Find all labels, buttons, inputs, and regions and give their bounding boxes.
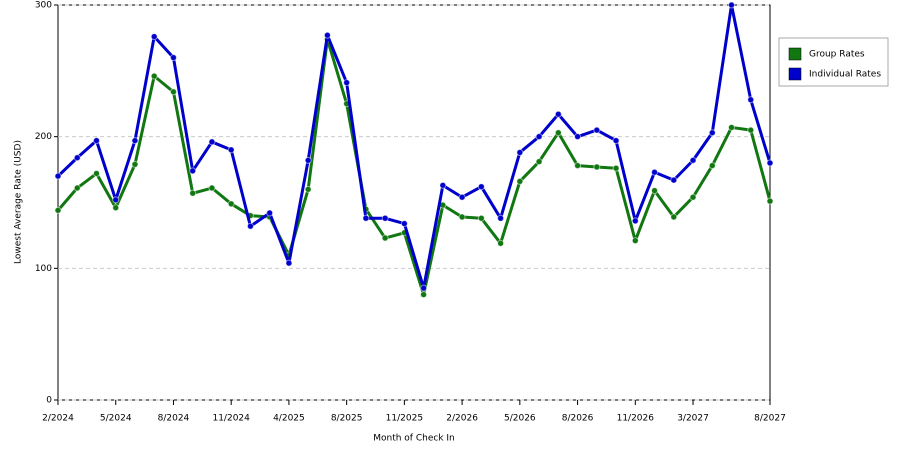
point — [189, 167, 197, 175]
point — [169, 54, 177, 62]
point — [670, 176, 678, 184]
point — [766, 159, 774, 167]
point — [246, 222, 254, 230]
point — [689, 193, 697, 201]
y-tick-label: 200 — [35, 132, 52, 142]
point — [670, 213, 678, 221]
point — [708, 162, 716, 170]
point — [189, 189, 197, 197]
point — [227, 200, 235, 208]
legend-label: Individual Rates — [809, 70, 881, 80]
point — [747, 126, 755, 134]
x-tick-label: 4/2025 — [273, 414, 305, 424]
x-tick-label: 5/2024 — [100, 414, 132, 424]
point — [266, 209, 274, 217]
point — [631, 217, 639, 225]
point — [497, 239, 505, 247]
point — [689, 156, 697, 164]
point — [73, 184, 81, 192]
y-tick-label: 100 — [35, 264, 52, 274]
point — [150, 33, 158, 41]
legend-label: Group Rates — [809, 50, 865, 60]
series-line — [56, 37, 772, 297]
point — [54, 172, 62, 180]
x-tick-label: 11/2026 — [617, 414, 655, 424]
point — [420, 284, 428, 292]
y-axis-label: Lowest Average Rate (USD) — [14, 140, 24, 264]
point — [612, 164, 620, 172]
point — [381, 214, 389, 222]
point — [593, 163, 601, 171]
x-tick-label: 3/2027 — [677, 414, 709, 424]
point — [150, 72, 158, 80]
point — [208, 184, 216, 192]
x-axis-label: Month of Check In — [373, 434, 455, 444]
point — [54, 206, 62, 214]
y-tick-label: 0 — [46, 396, 52, 406]
point — [574, 162, 582, 170]
point — [535, 133, 543, 141]
point — [766, 197, 774, 205]
point — [651, 187, 659, 195]
point — [420, 291, 428, 299]
point — [112, 204, 120, 212]
x-tick-label: 8/2027 — [754, 414, 786, 424]
point — [92, 170, 100, 178]
point — [593, 126, 601, 134]
point — [574, 133, 582, 141]
point — [131, 160, 139, 168]
point — [381, 234, 389, 242]
x-tick-label: 8/2024 — [158, 414, 190, 424]
point — [323, 31, 331, 39]
point — [400, 220, 408, 228]
point — [169, 88, 177, 96]
point — [747, 96, 755, 104]
point — [458, 213, 466, 221]
point — [728, 123, 736, 131]
y-tick-label: 300 — [35, 1, 52, 11]
point — [497, 214, 505, 222]
point — [516, 177, 524, 185]
x-tick-label: 8/2026 — [562, 414, 594, 424]
point — [362, 214, 370, 222]
point — [631, 237, 639, 245]
point — [651, 168, 659, 176]
x-tick-label: 2/2024 — [42, 414, 74, 424]
point — [227, 146, 235, 154]
point — [477, 183, 485, 191]
point — [554, 110, 562, 118]
point — [458, 193, 466, 201]
point — [343, 79, 351, 87]
point — [728, 1, 736, 9]
x-tick-label: 11/2024 — [212, 414, 250, 424]
point — [535, 158, 543, 166]
point — [477, 214, 485, 222]
point — [612, 137, 620, 145]
series-line — [56, 3, 772, 290]
point — [304, 185, 312, 193]
legend-swatch — [788, 47, 802, 61]
point — [73, 154, 81, 162]
point — [131, 137, 139, 145]
x-tick-label: 2/2026 — [446, 414, 478, 424]
point — [554, 129, 562, 137]
point — [208, 138, 216, 146]
point — [285, 259, 293, 267]
legend-swatch — [788, 67, 802, 81]
x-tick-label: 5/2026 — [504, 414, 536, 424]
x-tick-label: 8/2025 — [331, 414, 363, 424]
x-tick-label: 11/2025 — [386, 414, 423, 424]
point — [708, 129, 716, 137]
point — [304, 156, 312, 164]
point — [516, 148, 524, 156]
point — [439, 181, 447, 189]
point — [112, 196, 120, 204]
point — [92, 137, 100, 145]
